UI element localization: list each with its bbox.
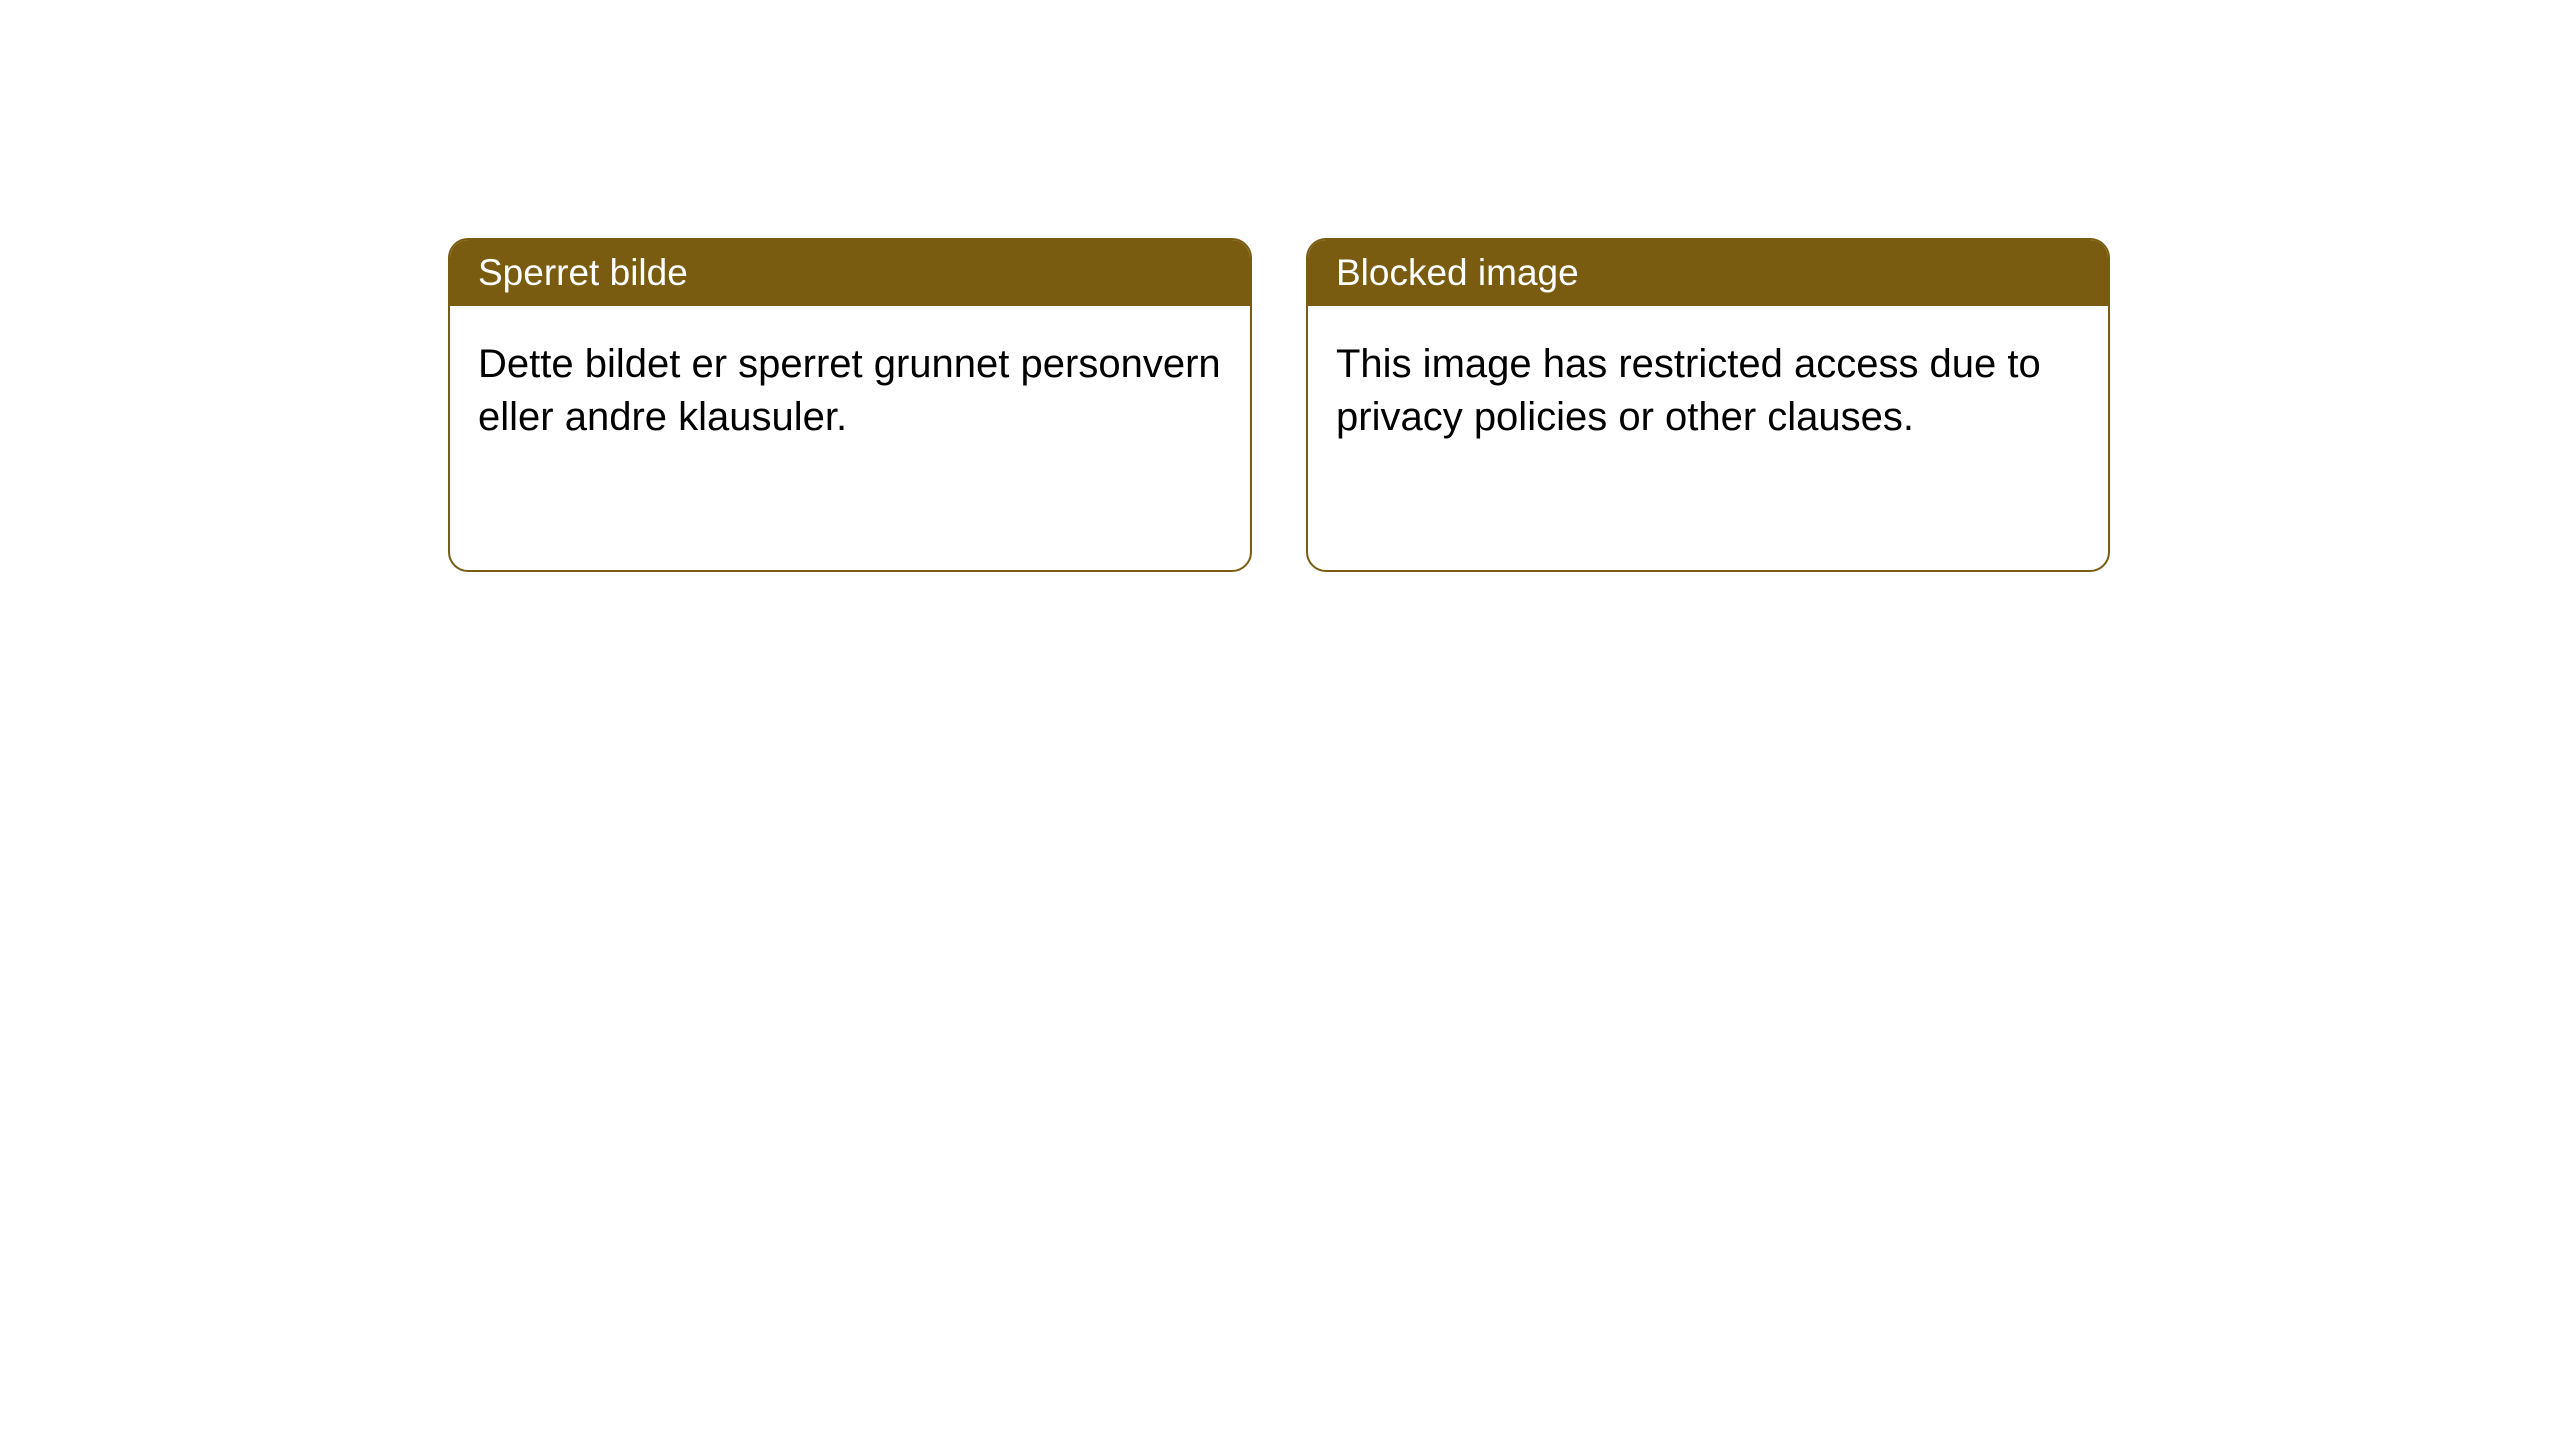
- notice-body-norwegian: Dette bildet er sperret grunnet personve…: [450, 306, 1250, 476]
- notice-header-english: Blocked image: [1308, 240, 2108, 306]
- notice-header-norwegian: Sperret bilde: [450, 240, 1250, 306]
- notice-card-norwegian: Sperret bilde Dette bildet er sperret gr…: [448, 238, 1252, 572]
- notice-card-english: Blocked image This image has restricted …: [1306, 238, 2110, 572]
- notice-cards-container: Sperret bilde Dette bildet er sperret gr…: [448, 238, 2560, 572]
- notice-body-english: This image has restricted access due to …: [1308, 306, 2108, 476]
